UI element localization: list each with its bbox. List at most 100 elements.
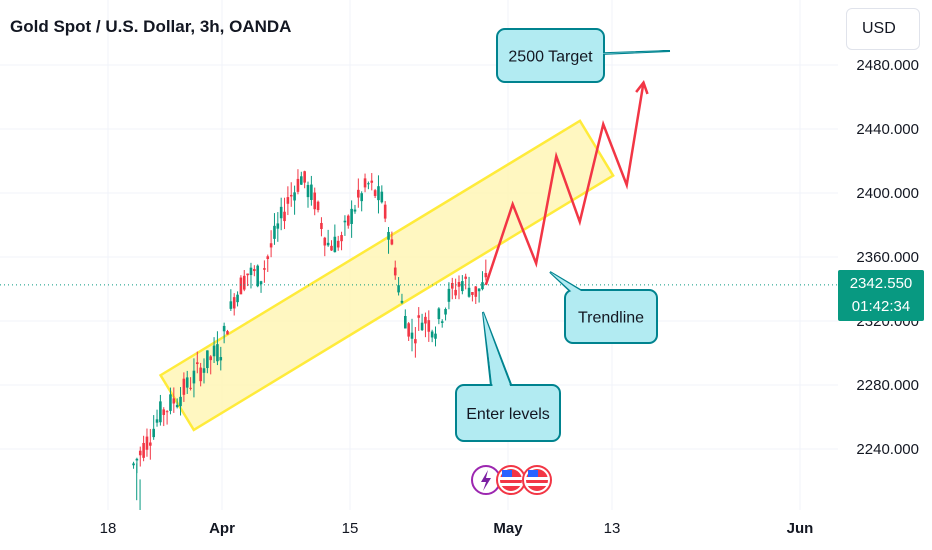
candle <box>182 372 186 402</box>
trend-channel <box>158 119 615 432</box>
flag-canton <box>502 470 512 477</box>
candle <box>306 181 310 208</box>
flag-canton <box>528 470 538 477</box>
candle-body <box>246 273 249 276</box>
candle <box>212 337 216 364</box>
candle <box>360 191 363 212</box>
candle <box>353 204 357 214</box>
candle-body <box>363 178 367 188</box>
candle-body <box>474 286 478 297</box>
candle <box>273 213 276 245</box>
candle <box>333 224 337 253</box>
candle-body <box>357 189 360 198</box>
candle <box>300 171 303 185</box>
candle <box>142 435 145 462</box>
us-flag-event-icon <box>522 465 552 495</box>
candle-body <box>149 442 152 446</box>
candle-body <box>414 339 417 344</box>
candle-body <box>219 357 223 361</box>
candle-body <box>320 222 323 229</box>
us-flag-event-icon <box>496 465 526 495</box>
candle-body <box>216 344 219 362</box>
candle-body <box>236 294 239 303</box>
y-tick-label: 2280.000 <box>856 377 919 394</box>
candle <box>192 358 196 398</box>
candle <box>155 409 159 427</box>
candle-body <box>424 316 427 324</box>
candles-group <box>132 169 488 517</box>
candle-body <box>407 323 410 337</box>
chart-title: Gold Spot / U.S. Dollar, 3h, OANDA <box>10 17 292 36</box>
x-tick-label: 15 <box>342 520 359 537</box>
candle <box>165 410 169 425</box>
candle <box>310 175 313 206</box>
candle <box>404 309 407 329</box>
enter-callout-pointer-fill <box>483 312 520 413</box>
candle-body <box>242 275 246 290</box>
candle-body <box>232 297 236 309</box>
candle <box>343 215 347 236</box>
candle-body <box>283 211 286 222</box>
candle-body <box>380 191 384 203</box>
candle <box>387 226 390 254</box>
candle-body <box>447 288 451 302</box>
candle-body <box>202 368 206 373</box>
event-badges <box>471 465 552 495</box>
candle-body <box>417 315 421 318</box>
candle <box>276 212 280 242</box>
candle-body <box>289 194 293 197</box>
candle-body <box>461 281 464 292</box>
candle-body <box>206 350 209 369</box>
candle-body <box>316 201 320 211</box>
candle <box>145 428 149 457</box>
candle-body <box>212 345 216 357</box>
candle-body <box>336 240 340 248</box>
candle-body <box>135 458 139 461</box>
candle <box>179 387 182 416</box>
target-callout: 2500 Target <box>496 28 671 83</box>
candle <box>226 329 229 335</box>
candle <box>279 197 283 231</box>
candle <box>410 318 414 352</box>
candle-body <box>259 281 263 285</box>
candle-body <box>330 245 333 251</box>
candle <box>414 327 417 358</box>
candle-body <box>346 215 350 226</box>
candle <box>326 229 330 247</box>
y-tick-label: 2440.000 <box>856 121 919 138</box>
candle <box>169 387 172 415</box>
candle-body <box>404 315 407 329</box>
candle-body <box>172 398 176 404</box>
candle-body <box>159 401 162 423</box>
candle <box>159 394 162 426</box>
candle <box>195 351 199 374</box>
candle-body <box>152 428 155 438</box>
candle <box>152 415 155 440</box>
candle-body <box>313 192 317 210</box>
y-tick-label: 2360.000 <box>856 249 919 266</box>
candle-body <box>387 231 390 240</box>
candle-body <box>471 292 474 295</box>
candle-body <box>373 190 377 196</box>
flag-stripe <box>500 477 522 480</box>
candle-body <box>185 377 189 388</box>
candle-body <box>142 442 145 458</box>
candle-body <box>222 325 226 332</box>
flag-stripe <box>526 477 548 480</box>
candle <box>296 169 300 195</box>
candle-body <box>303 171 306 183</box>
candle-body <box>182 378 186 395</box>
candle <box>450 277 454 300</box>
candle <box>189 377 192 391</box>
bar-countdown: 01:42:34 <box>851 298 911 315</box>
candle-body <box>189 387 192 389</box>
candle-body <box>477 288 481 292</box>
candle <box>336 235 340 251</box>
currency-selector[interactable]: USD <box>846 8 920 50</box>
candle <box>474 286 478 304</box>
candle-body <box>263 268 266 270</box>
candle <box>330 240 333 251</box>
candle-body <box>450 282 454 289</box>
trendline-callout: Trendline <box>549 271 658 344</box>
